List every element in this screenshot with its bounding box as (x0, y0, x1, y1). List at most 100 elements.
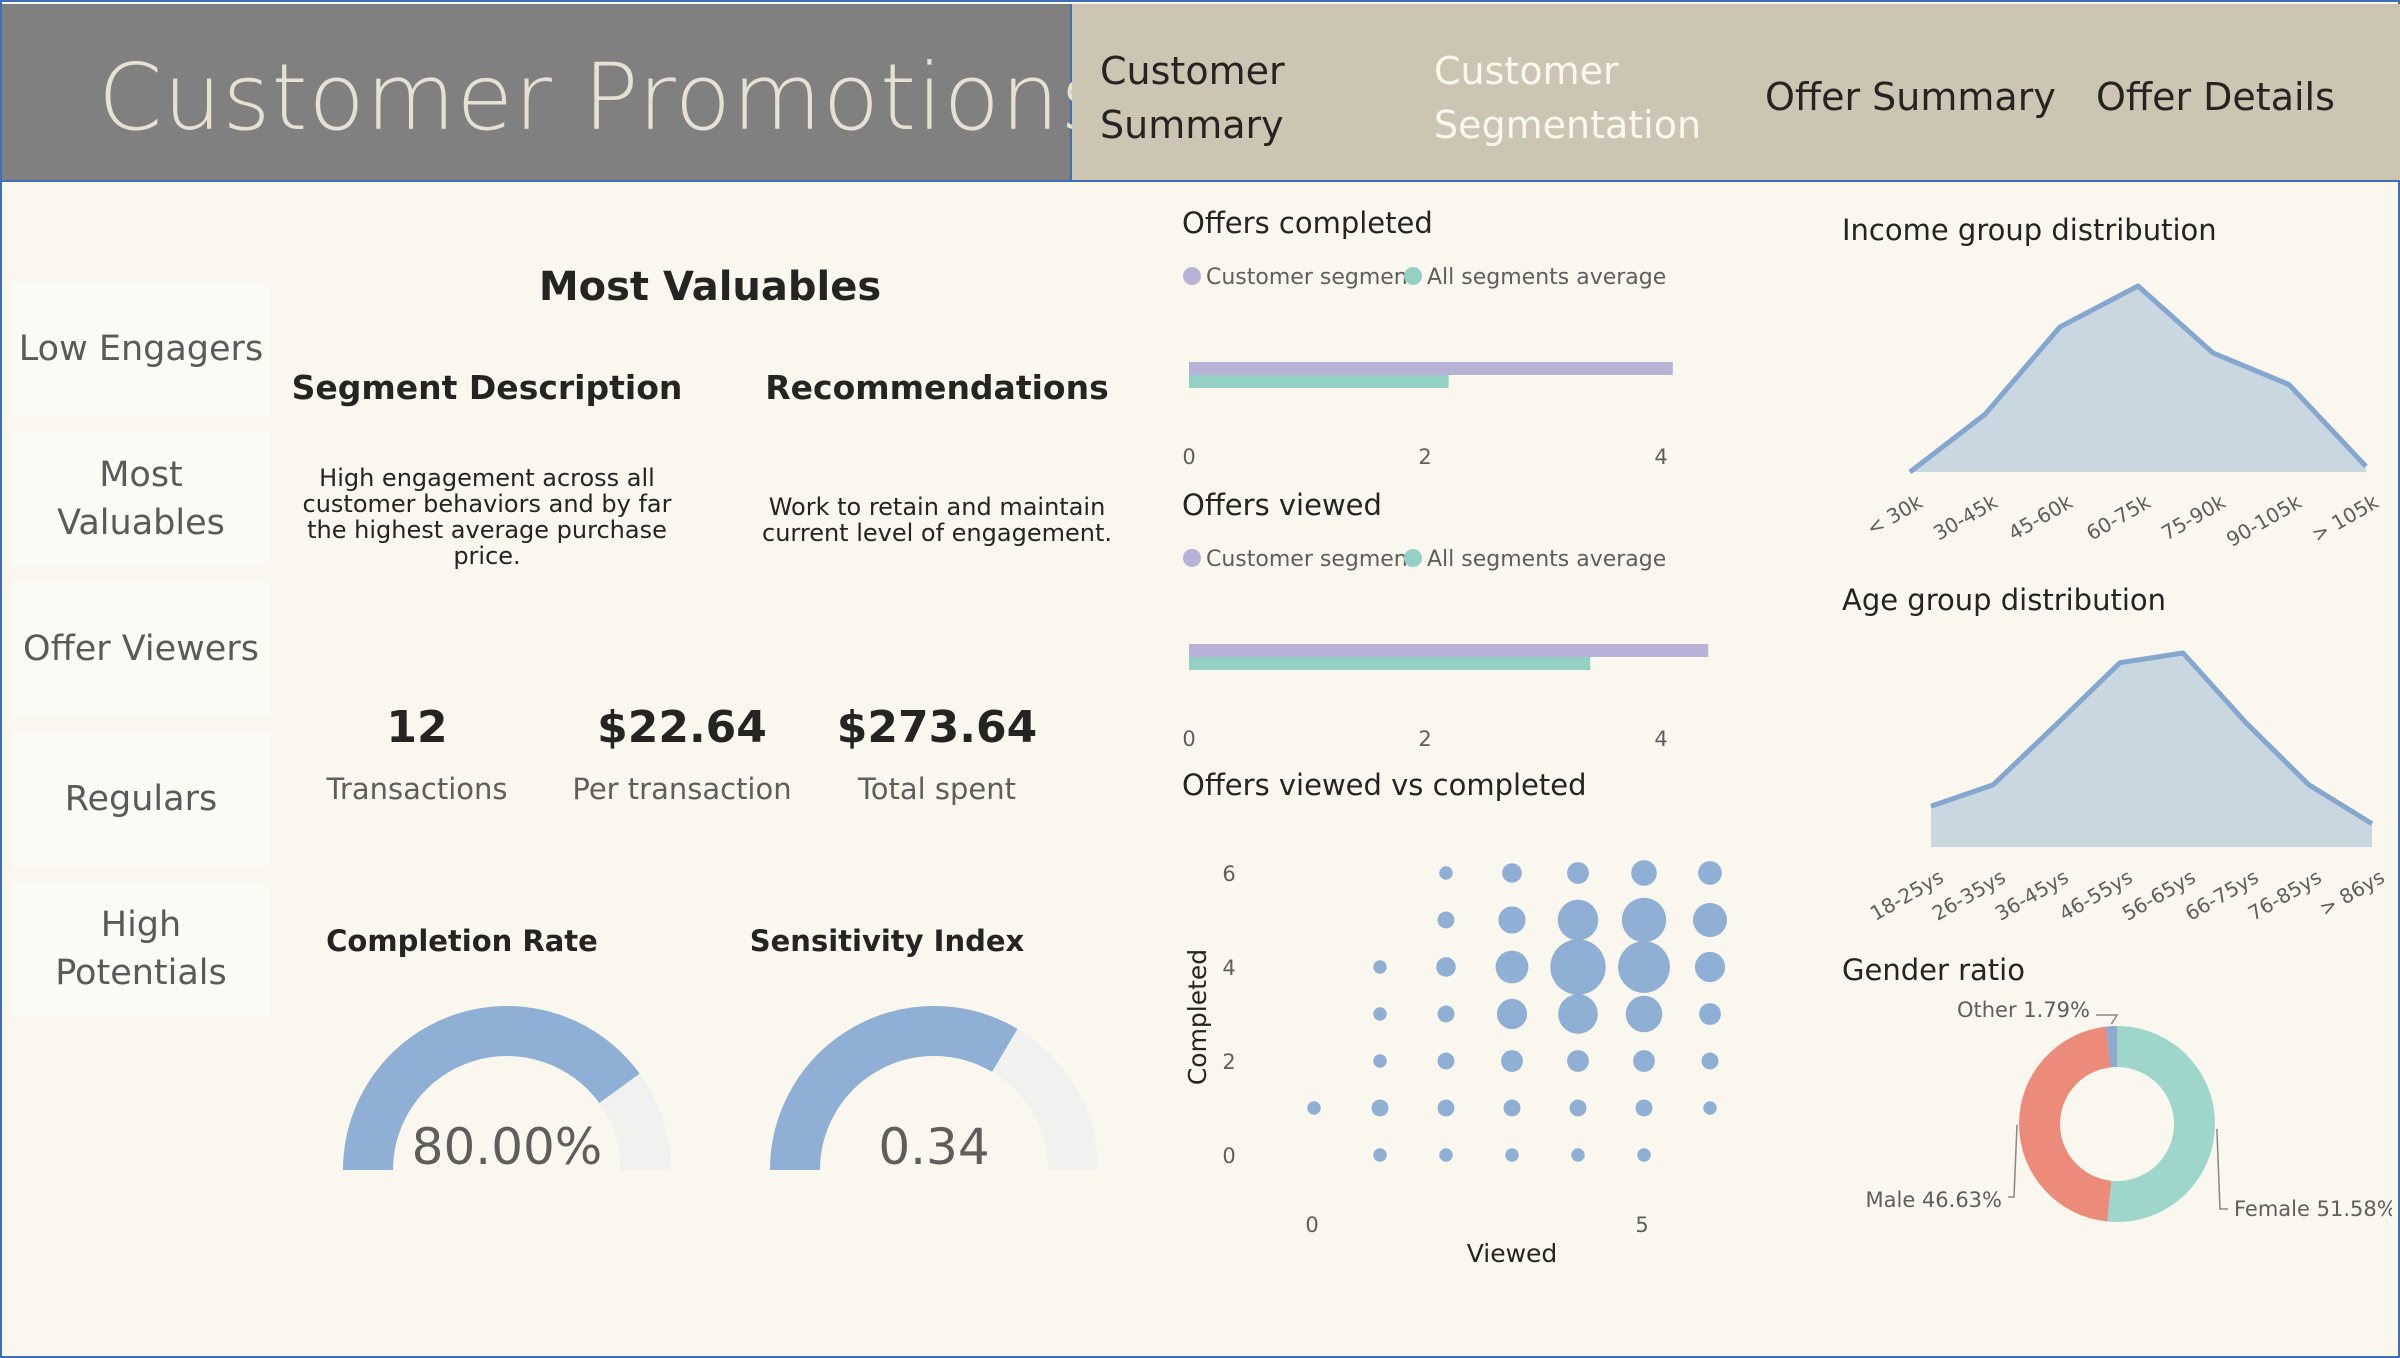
pie-leader-line (2216, 1128, 2228, 1210)
x-tick-label: 4 (1654, 727, 1667, 751)
description-line-4: price. (453, 542, 521, 570)
bar (1189, 375, 1449, 388)
chart-title: Offers completed (1182, 206, 1433, 240)
legend-marker-average (1404, 267, 1422, 285)
nav-offer-summary-label: Offer Summary (1765, 75, 2056, 119)
nav-customer-summary[interactable]: Customer Summary (1100, 44, 1285, 152)
x-tick-label: 2 (1418, 727, 1431, 751)
segment-button-offer-viewers[interactable]: Offer Viewers (12, 582, 270, 716)
legend-marker-segment (1183, 549, 1201, 567)
x-category-label: 60-75k (2082, 489, 2155, 545)
scatter-point (1496, 998, 1528, 1030)
kpi-total-spent-value: $273.64 (836, 702, 1038, 753)
chart-title: Offers viewed vs completed (1182, 768, 1587, 802)
sensitivity-index-title: Sensitivity Index (749, 924, 1025, 958)
bar (1189, 362, 1673, 375)
scatter-point (1437, 1099, 1455, 1117)
nav-offer-summary[interactable]: Offer Summary (1765, 70, 2056, 124)
scatter-point (1307, 1101, 1321, 1115)
pie-data-label: Male 46.63% (1866, 1188, 2003, 1212)
scatter-point (1502, 863, 1522, 883)
segment-button-label: Offer Viewers (23, 629, 259, 669)
scatter-point (1567, 1050, 1589, 1072)
scatter-point (1373, 1007, 1387, 1021)
segment-title: Most Valuables (538, 264, 882, 310)
chart-title: Offers viewed (1182, 488, 1382, 522)
gauge-value: 80.00% (412, 1118, 603, 1176)
nav-customer-segmentation[interactable]: Customer Segmentation (1434, 44, 1701, 152)
nav-customer-segmentation-line-2: Segmentation (1434, 103, 1702, 147)
x-tick-label: 2 (1418, 445, 1431, 469)
segment-button-label-line-1: High (100, 905, 182, 945)
nav-offer-details-label: Offer Details (2096, 75, 2335, 119)
scatter-point (1625, 995, 1663, 1033)
segment-description-heading: Segment Description (291, 368, 683, 407)
segment-button-label-line-1: Most (99, 455, 183, 495)
kpi-transactions-value: 12 (386, 702, 448, 753)
age-distribution-chart: Age group distribution 18-25ys26-35ys36-… (1842, 583, 2389, 922)
scatter-point (1557, 899, 1599, 941)
scatter-point (1373, 1054, 1387, 1068)
recommendations-text: Work to retain and maintain current leve… (742, 494, 1132, 546)
scatter-point (1498, 906, 1526, 934)
scatter-point (1621, 897, 1667, 943)
x-category-label: 76-85ys (2244, 865, 2326, 922)
scatter-point (1637, 1148, 1651, 1162)
nav-offer-details[interactable]: Offer Details (2096, 70, 2335, 124)
scatter-point (1558, 994, 1598, 1034)
x-category-label: 45-60k (2004, 489, 2077, 545)
scatter-point (1371, 1099, 1389, 1117)
description-line-3: the highest average purchase (307, 516, 667, 544)
scatter-point (1437, 1052, 1455, 1070)
legend-marker-average (1404, 549, 1422, 567)
bar (1189, 644, 1709, 657)
income-distribution-chart: Income group distribution < 30k 30-45k 45-… (1842, 213, 2383, 552)
scatter-point (1635, 1099, 1653, 1117)
scatter-point (1567, 862, 1589, 884)
scatter-point (1698, 861, 1722, 885)
x-category-label: 30-45k (1929, 489, 2002, 545)
scatter-point (1495, 950, 1529, 984)
segment-button-low-engagers[interactable]: Low Engagers (12, 282, 270, 416)
scatter-point (1692, 902, 1728, 938)
segment-button-high-potentials[interactable]: High Potentials (12, 882, 270, 1016)
y-axis-label: Completed (1183, 949, 1212, 1085)
scatter-point (1503, 1099, 1521, 1117)
segment-button-label-line-2: Potentials (55, 953, 227, 993)
viewed-vs-completed-chart: Offers viewed vs completed Completed Vie… (1182, 768, 1728, 1268)
segment-button-regulars[interactable]: Regulars (12, 732, 270, 866)
description-line-2: customer behaviors and by far (302, 490, 672, 518)
segment-button-label-line-2: Valuables (57, 503, 225, 543)
legend-label-segment: Customer segment (1206, 265, 1417, 290)
kpi-per-transaction-value: $22.64 (597, 702, 767, 753)
kpi-transactions-label: Transactions (326, 772, 508, 806)
legend-label-average: All segments average (1427, 265, 1666, 290)
pie-slice (2107, 1026, 2215, 1222)
segment-button-most-valuables[interactable]: Most Valuables (12, 432, 270, 566)
segment-button-label: Regulars (64, 779, 218, 819)
scatter-point (1571, 1148, 1585, 1162)
scatter-point (1699, 1003, 1721, 1025)
x-tick-label: 0 (1182, 727, 1195, 751)
scatter-point (1437, 911, 1455, 929)
y-tick-label: 4 (1222, 956, 1235, 980)
chart-title: Income group distribution (1842, 213, 2217, 247)
nav-customer-segmentation-line-1: Customer (1434, 49, 1619, 93)
sensitivity-index-gauge: 0.34 (770, 1006, 1098, 1176)
legend-label-average: All segments average (1427, 547, 1666, 572)
scatter-point (1694, 951, 1726, 983)
segment-description-text: High engagement across all customer beha… (282, 465, 692, 569)
pie-slice (2019, 1026, 2112, 1222)
x-tick-label: 4 (1654, 445, 1667, 469)
completion-rate-title: Completion Rate (326, 924, 598, 958)
gauge-value: 0.34 (878, 1118, 989, 1176)
completion-rate-gauge: 80.00% (343, 1006, 671, 1176)
y-tick-label: 0 (1222, 1144, 1235, 1168)
x-axis-label: Viewed (1467, 1239, 1558, 1268)
pie-leader-line (2096, 1014, 2119, 1025)
scatter-point (1569, 1099, 1587, 1117)
scatter-point (1436, 957, 1456, 977)
y-tick-label: 6 (1222, 862, 1235, 886)
recommendations-heading: Recommendations (765, 368, 1109, 407)
pie-data-label: Other 1.79% (1957, 998, 2090, 1022)
